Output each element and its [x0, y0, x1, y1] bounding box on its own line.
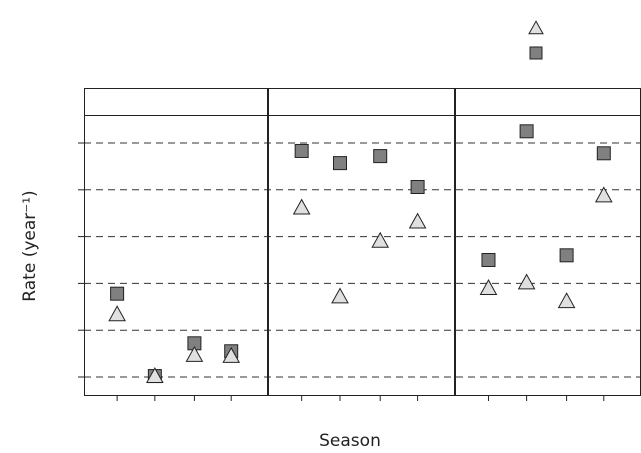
- male-point-2-bo: [481, 253, 496, 267]
- panel-frame-0: [84, 115, 268, 396]
- female-point-2-ga: [557, 292, 576, 309]
- male-point-1-ga: [373, 149, 388, 164]
- female-point-2-bo: [479, 279, 498, 295]
- y-axis-label: Rate (year⁻¹): [20, 190, 40, 301]
- female-point-1-ga: [371, 231, 390, 248]
- female-point-2-ar: [517, 273, 536, 290]
- male-point-0-bo: [110, 286, 125, 301]
- data-points: [108, 124, 613, 384]
- female-point-2-bi: [594, 186, 613, 203]
- male-point-2-bi: [596, 146, 611, 161]
- y-axis: [78, 142, 84, 378]
- male-point-2-ar: [519, 124, 534, 139]
- gridlines: [84, 142, 641, 378]
- male-point-2-ga: [559, 248, 574, 263]
- x-axis-label: Season: [319, 431, 381, 451]
- legend: [528, 20, 544, 60]
- female-point-1-ar: [331, 287, 349, 304]
- female-point-0-bo: [108, 305, 126, 322]
- panel-frame-1: [268, 115, 455, 396]
- facet-strip-2: [455, 88, 641, 116]
- female-point-1-bi: [408, 212, 427, 229]
- female-point-0-ga: [185, 345, 204, 362]
- male-point-1-ar: [332, 156, 347, 171]
- x-axis: [116, 395, 605, 401]
- facet-strip-0: [84, 88, 268, 116]
- facet-strips: [84, 88, 641, 116]
- panel-frames: [84, 115, 641, 396]
- female-point-1-bo: [292, 198, 311, 215]
- female-point-0-ar: [145, 367, 164, 383]
- male-point-1-bi: [410, 179, 425, 194]
- male-point-1-bo: [294, 143, 309, 158]
- female-point-0-bi: [222, 346, 241, 363]
- legend-marker-females: [528, 20, 544, 35]
- legend-marker-males: [529, 46, 543, 60]
- facet-strip-1: [268, 88, 455, 116]
